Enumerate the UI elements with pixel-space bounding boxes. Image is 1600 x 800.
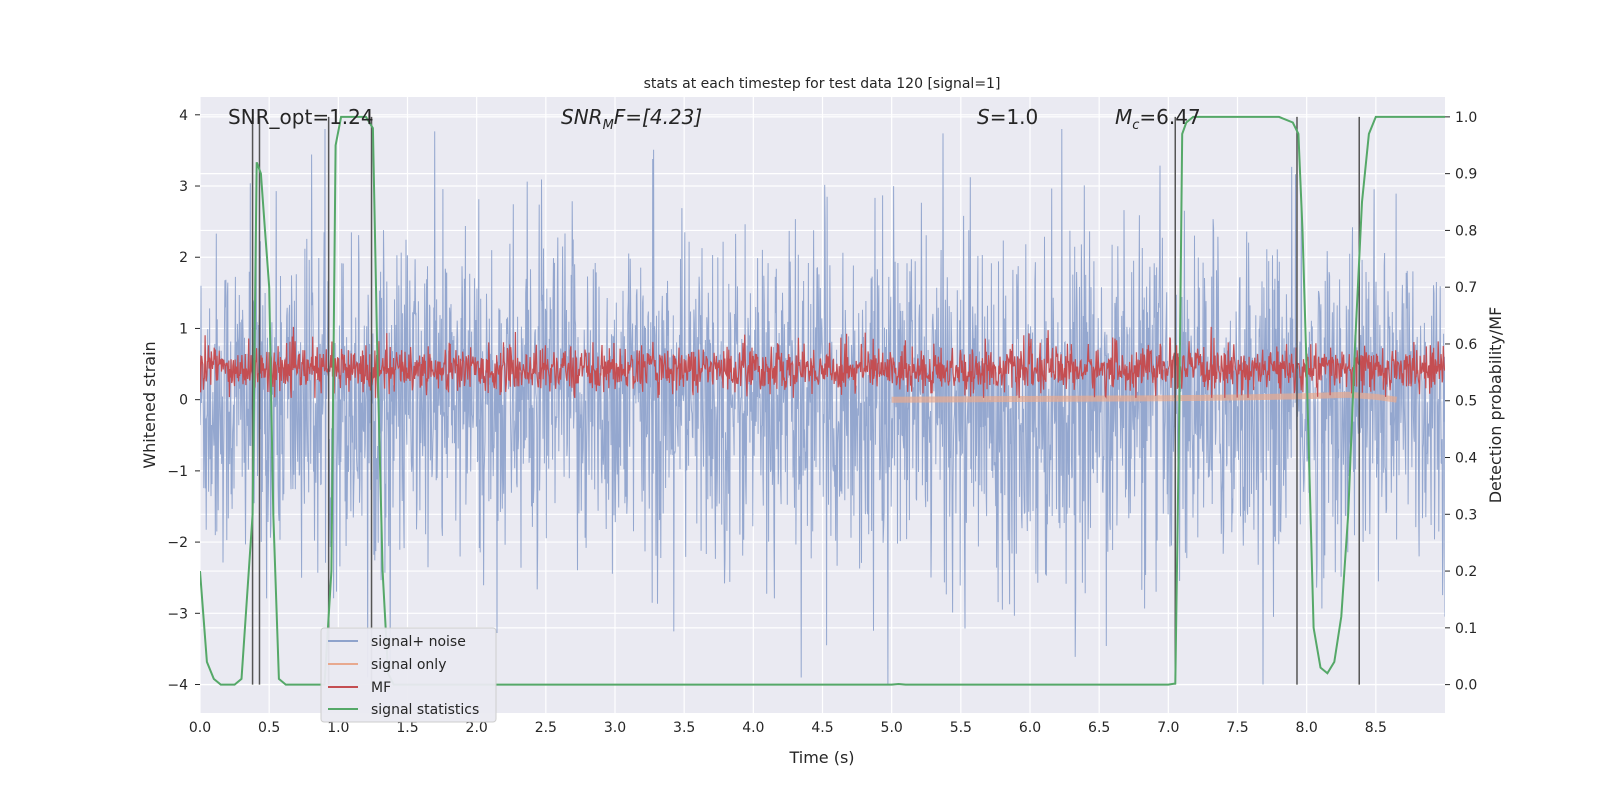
s-main: S [977,105,990,129]
legend-box [320,627,497,723]
y2-tick-label: 0.7 [1455,280,1477,296]
y-tick-label: 0 [179,393,188,409]
annotation-snr-mf: SNRMF=[4.23] [561,105,702,133]
y-tick-label: 3 [179,179,188,195]
x-tick-label: 1.5 [396,720,418,736]
y-tick-label: −4 [167,678,188,694]
legend: signal+ noise signal only MF signal stat… [320,627,497,723]
y2-tick-label: 0.6 [1455,337,1477,353]
series-mf [200,326,1445,399]
mc-main: M [1115,105,1132,129]
annotation-s: S=1.0 [977,105,1038,129]
y2-tick-label: 1.0 [1455,110,1477,126]
legend-label-statistics: signal statistics [371,702,479,718]
legend-label-signal-only: signal only [371,657,446,673]
series-signal-noise [200,128,1445,685]
y2-tick-label: 0.3 [1455,507,1477,523]
x-tick-label: 2.0 [466,720,488,736]
snr-mf-sub: M [603,118,614,133]
series-signal-statistics [200,115,1445,686]
vertical-lines [251,116,1360,685]
s-rest: =1.0 [990,105,1039,129]
y2-tick-label: 0.0 [1455,678,1477,694]
x-tick-label: 6.0 [1019,720,1041,736]
signal-statistics-line [200,115,1445,686]
x-tick-label: 0.5 [258,720,280,736]
y2-tick-label: 0.2 [1455,564,1477,580]
x-tick-label: 4.5 [811,720,833,736]
legend-label-noise: signal+ noise [371,634,466,650]
x-tick-label: 3.5 [673,720,695,736]
mc-sub: c [1132,118,1139,133]
y-axis-label: Whitened strain [140,341,159,468]
x-tick-label: 8.5 [1365,720,1387,736]
x-tick-label: 5.0 [881,720,903,736]
y2-tick-label: 0.1 [1455,621,1477,637]
y-tick-label: 2 [179,250,188,266]
x-tick-label: 6.5 [1088,720,1110,736]
y2-tick-label: 0.8 [1455,223,1477,239]
y-tick-label: −2 [167,535,188,551]
noise-line [200,128,1445,685]
axis-ticks: 0.0 0.5 1.0 1.5 2.0 2.5 3.0 3.5 4.0 4.5 5.0 5.5 6.0 6… [167,108,1477,736]
x-tick-label: 5.5 [950,720,972,736]
x-tick-label: 7.0 [1157,720,1179,736]
annotation-mc: Mc=6.47 [1115,105,1201,133]
y-tick-label: −1 [167,464,188,480]
x-tick-label: 2.5 [535,720,557,736]
x-axis-label: Time (s) [788,748,854,767]
y2-tick-label: 0.5 [1455,394,1477,410]
x-tick-label: 0.0 [189,720,211,736]
y-tick-label: 4 [179,108,188,124]
y2-tick-label: 0.4 [1455,451,1477,467]
snr-mf-main: SNR [561,105,603,129]
y-tick-label: −3 [167,606,188,622]
x-tick-label: 7.5 [1226,720,1248,736]
y2-tick-label: 0.9 [1455,167,1477,183]
x-tick-label: 1.0 [327,720,349,736]
y2-axis-label: Detection probability/MF [1486,307,1505,504]
legend-label-mf: MF [371,680,391,696]
mc-rest: =6.47 [1139,105,1200,129]
mf-line [200,326,1445,399]
snr-mf-rest: F=[4.23] [614,105,702,129]
x-tick-label: 4.0 [742,720,764,736]
x-tick-label: 3.0 [604,720,626,736]
x-tick-label: 8.0 [1296,720,1318,736]
annotation-snr-opt: SNR_opt=1.24 [228,105,374,129]
y-tick-label: 1 [179,321,188,337]
chart-title: stats at each timestep for test data 120… [644,76,1001,92]
